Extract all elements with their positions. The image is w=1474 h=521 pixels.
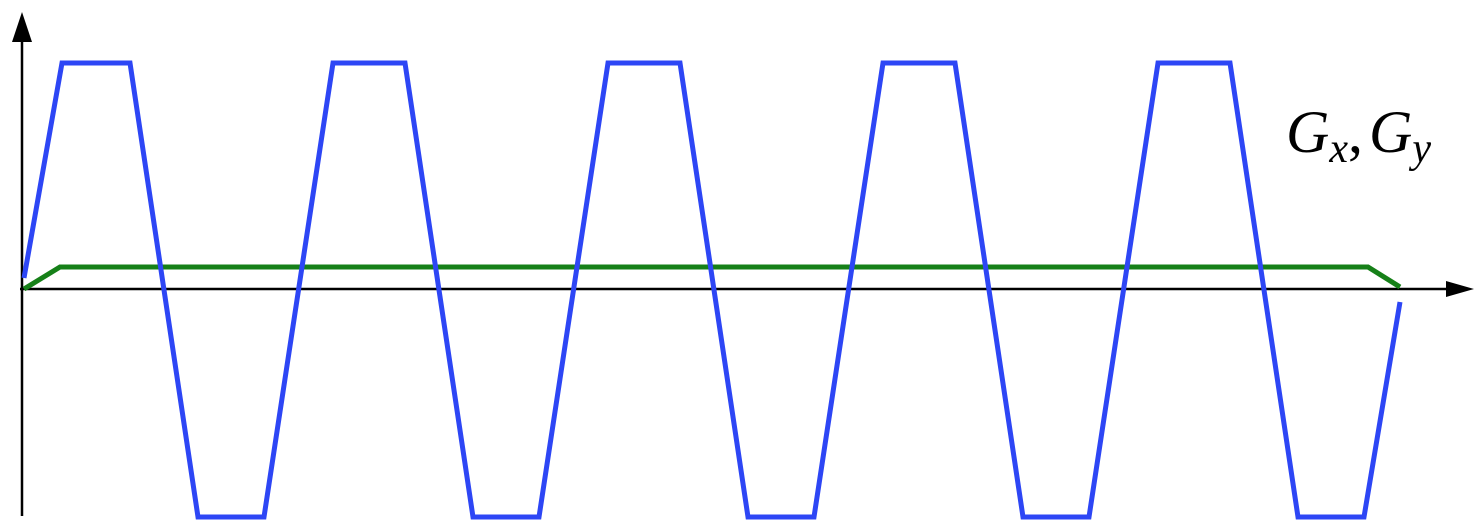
vertical-axis-arrow-icon bbox=[12, 12, 32, 42]
gradient-label: Gx, Gy bbox=[1286, 99, 1431, 172]
label-g2: G bbox=[1369, 99, 1412, 165]
label-comma: , bbox=[1348, 99, 1363, 165]
phase-gradient-waveform bbox=[22, 264, 1402, 292]
label-g1: G bbox=[1286, 99, 1329, 165]
horizontal-axis-arrow-icon bbox=[1446, 281, 1474, 297]
label-sub-x: x bbox=[1328, 126, 1348, 172]
label-sub-y: y bbox=[1408, 126, 1431, 172]
readout-gradient-waveform bbox=[21, 60, 1403, 520]
